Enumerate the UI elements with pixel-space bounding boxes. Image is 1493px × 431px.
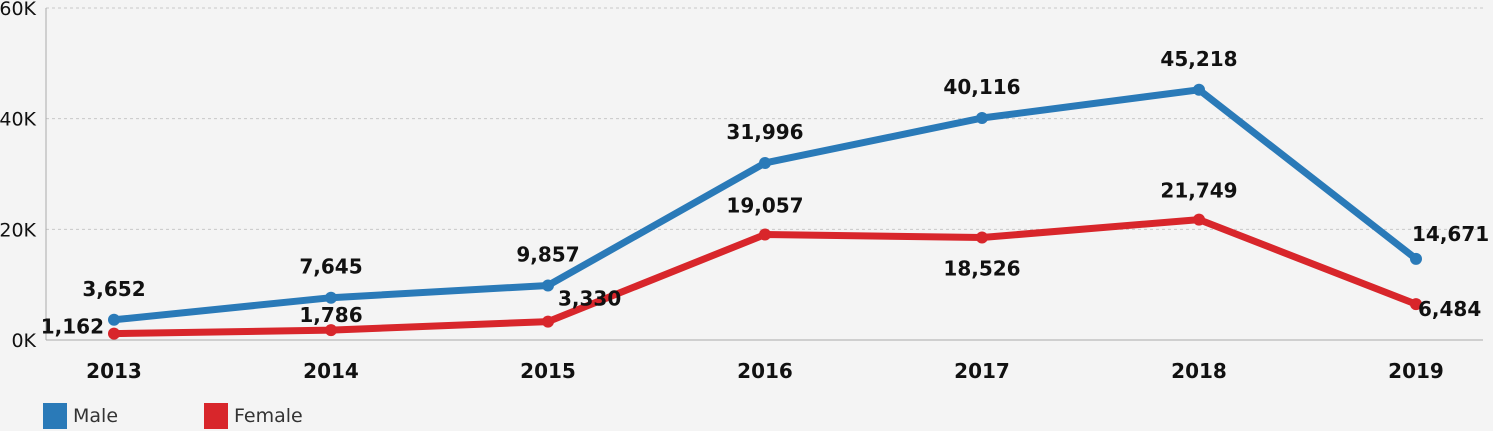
y-tick-40K: 40K bbox=[0, 109, 37, 131]
legend-item-male[interactable]: Male bbox=[43, 402, 118, 430]
axis-layer: 0K 20K 40K 60K 2013 2014 2015 2016 2017 2018 2019 bbox=[0, 0, 1483, 383]
data-label-male-2014: 7,645 bbox=[299, 255, 362, 279]
legend-swatch-female bbox=[204, 403, 228, 429]
data-label-female-2017: 18,526 bbox=[943, 256, 1020, 280]
x-tick-2017: 2017 bbox=[954, 359, 1010, 383]
legend-label-female: Female bbox=[234, 405, 303, 427]
x-tick-2018: 2018 bbox=[1171, 359, 1227, 383]
data-label-female-2015: 3,330 bbox=[558, 287, 621, 311]
label-layer: 3,652 7,645 9,857 31,996 40,116 45,218 14,671 1… bbox=[41, 47, 1489, 339]
y-tick-60K: 60K bbox=[0, 0, 37, 20]
point-male-2015 bbox=[542, 279, 554, 292]
data-label-female-2016: 19,057 bbox=[726, 194, 803, 218]
point-female-2013 bbox=[108, 327, 120, 340]
data-label-male-2015: 9,857 bbox=[516, 242, 579, 266]
point-male-2019 bbox=[1410, 252, 1422, 265]
data-label-male-2013: 3,652 bbox=[82, 277, 145, 301]
data-label-female-2019: 6,484 bbox=[1418, 297, 1481, 321]
point-female-2016 bbox=[759, 228, 771, 241]
point-female-2015 bbox=[542, 315, 554, 328]
point-male-2017 bbox=[976, 112, 988, 125]
data-label-male-2016: 31,996 bbox=[726, 120, 803, 144]
x-tick-2014: 2014 bbox=[303, 359, 359, 383]
data-label-female-2013: 1,162 bbox=[41, 315, 104, 339]
x-tick-2019: 2019 bbox=[1388, 359, 1444, 383]
point-male-2013 bbox=[108, 313, 120, 326]
point-male-2018 bbox=[1193, 83, 1205, 96]
point-male-2016 bbox=[759, 156, 771, 169]
point-female-2014 bbox=[325, 324, 337, 337]
legend: Male Female bbox=[0, 398, 600, 431]
x-tick-2015: 2015 bbox=[520, 359, 576, 383]
data-label-male-2019: 14,671 bbox=[1412, 222, 1489, 246]
point-female-2017 bbox=[976, 231, 988, 244]
legend-label-male: Male bbox=[73, 405, 119, 427]
point-female-2018 bbox=[1193, 213, 1205, 226]
x-tick-2016: 2016 bbox=[737, 359, 793, 383]
point-female-2019 bbox=[1410, 298, 1422, 311]
series-layer bbox=[108, 83, 1422, 340]
data-label-male-2017: 40,116 bbox=[943, 75, 1020, 99]
y-tick-20K: 20K bbox=[0, 219, 37, 241]
legend-item-female[interactable]: Female bbox=[204, 402, 303, 430]
data-label-female-2014: 1,786 bbox=[299, 303, 362, 327]
x-tick-2013: 2013 bbox=[86, 359, 142, 383]
legend-swatch-male bbox=[43, 403, 67, 429]
data-label-male-2018: 45,218 bbox=[1160, 47, 1237, 71]
data-label-female-2018: 21,749 bbox=[1160, 179, 1237, 203]
point-male-2014 bbox=[325, 291, 337, 304]
y-tick-0K: 0K bbox=[11, 330, 36, 352]
